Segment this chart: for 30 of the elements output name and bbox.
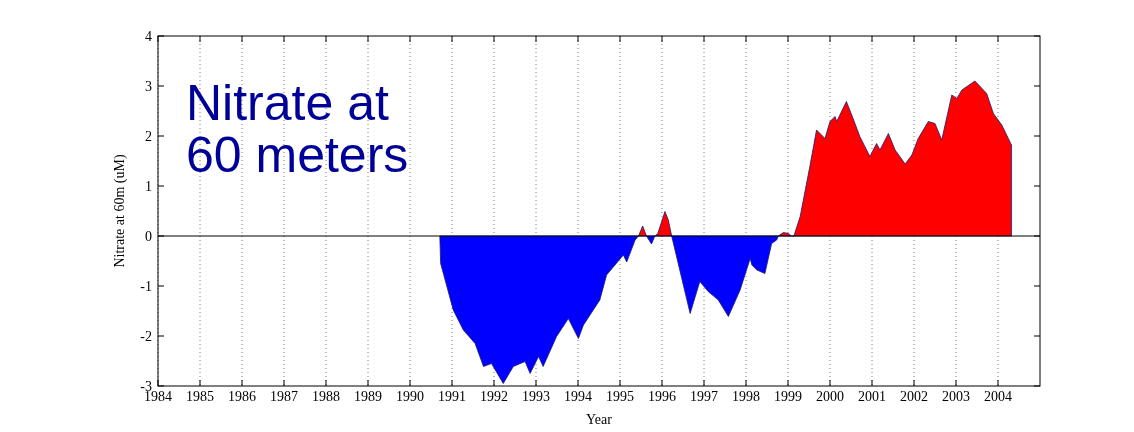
x-tick-label: 2000	[816, 389, 844, 404]
y-tick-label: -2	[140, 329, 152, 344]
y-tick-label: 2	[145, 129, 152, 144]
y-axis-title: Nitrate at 60m (uM)	[112, 154, 128, 268]
x-tick-label: 1997	[690, 389, 718, 404]
x-tick-label: 2004	[984, 389, 1012, 404]
x-tick-label: 1987	[270, 389, 298, 404]
x-tick-label: 1990	[396, 389, 424, 404]
x-tick-label: 1995	[606, 389, 634, 404]
x-tick-label: 1989	[354, 389, 382, 404]
x-tick-label: 2003	[942, 389, 970, 404]
y-tick-label: 3	[145, 79, 152, 94]
x-tick-label: 1985	[186, 389, 214, 404]
x-tick-label: 1999	[774, 389, 802, 404]
x-tick-label: 1991	[438, 389, 466, 404]
x-tick-label: 2002	[900, 389, 928, 404]
x-tick-label: 1993	[522, 389, 550, 404]
annotation: Nitrate at 60 meters	[186, 75, 409, 183]
y-tick-label: 1	[145, 179, 152, 194]
x-axis-title: Year	[586, 412, 613, 427]
x-tick-label: 1992	[480, 389, 508, 404]
x-tick-label: 2001	[858, 389, 886, 404]
x-tick-label: 1988	[312, 389, 340, 404]
y-tick-label: -1	[140, 279, 152, 294]
x-tick-label: 1996	[648, 389, 676, 404]
x-tick-label: 1986	[228, 389, 256, 404]
x-tick-label: 1994	[564, 389, 592, 404]
x-tick-label: 1998	[732, 389, 760, 404]
y-tick-label: 0	[145, 229, 152, 244]
y-tick-label: 4	[145, 29, 152, 44]
